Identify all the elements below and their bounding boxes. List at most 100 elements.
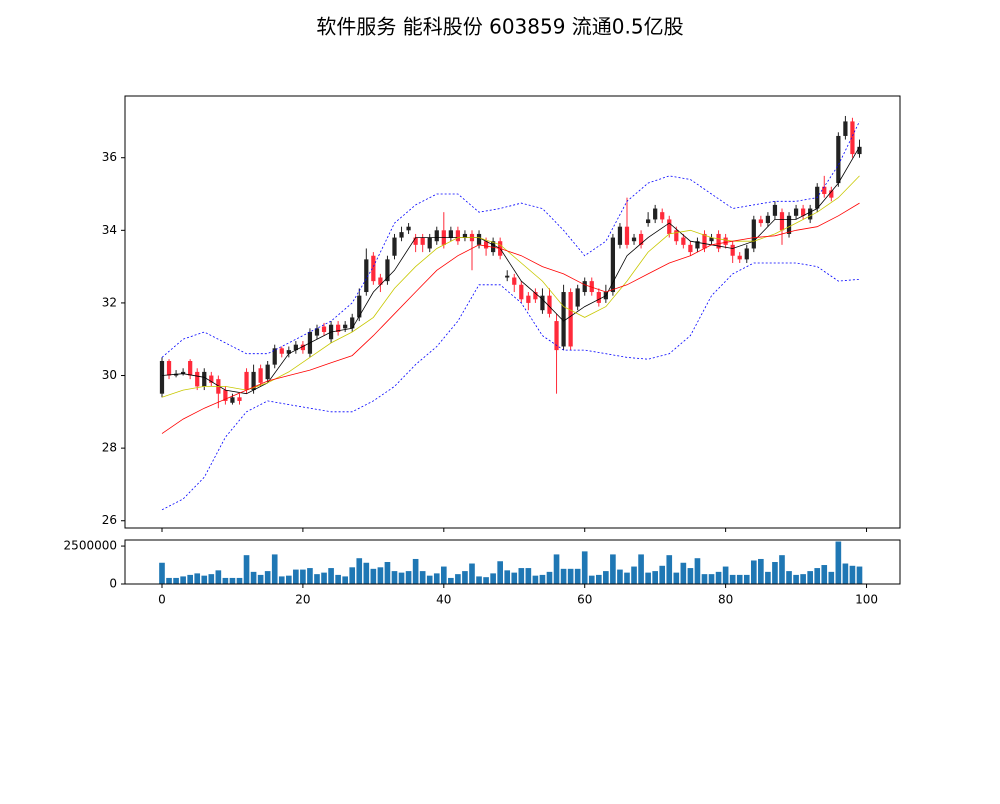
volume-bar: [300, 569, 306, 584]
candle-body: [786, 215, 792, 234]
volume-bar: [187, 574, 193, 584]
candle-body: [314, 328, 320, 336]
volume-bar: [750, 560, 757, 584]
candle-body: [526, 295, 531, 303]
candle-body: [413, 237, 418, 245]
candle-body: [512, 277, 517, 285]
x-tick-label: 100: [855, 593, 878, 607]
volume-bar: [786, 571, 792, 584]
candle-body: [758, 219, 763, 224]
candle-body: [378, 277, 383, 285]
volume-bar: [433, 573, 440, 584]
candle-body: [702, 233, 707, 249]
candle-body: [836, 135, 841, 184]
volume-bar: [729, 574, 736, 584]
candle-body: [568, 292, 573, 347]
price-frame: [124, 95, 901, 529]
volume-bar: [208, 574, 215, 584]
y-tick-label: 32: [102, 295, 117, 309]
volume-bar: [546, 571, 553, 584]
volume-bar: [307, 568, 313, 584]
candle-body: [540, 295, 545, 311]
volume-bar: [285, 575, 292, 584]
volume-bar: [222, 577, 229, 584]
candle-body: [660, 212, 665, 220]
volume-bar: [673, 572, 680, 584]
volume-bar: [264, 571, 271, 584]
candle-body: [392, 237, 397, 256]
volume-bar: [701, 574, 708, 584]
volume-bar: [504, 570, 511, 584]
volume-bar: [525, 568, 532, 584]
candle-body: [237, 397, 242, 401]
volume-bar: [694, 558, 701, 584]
indicator-line: [161, 175, 860, 398]
candle-body: [455, 230, 461, 242]
volume-bar: [518, 568, 525, 584]
volume-bar: [560, 568, 567, 584]
y-tick-label: 26: [102, 513, 117, 527]
volume-bar: [511, 572, 518, 584]
candle-body: [223, 390, 228, 401]
candle-body: [653, 208, 658, 220]
x-tick-label: 60: [577, 593, 592, 607]
indicator-line: [161, 262, 860, 511]
candle-body: [427, 237, 432, 249]
candle-body: [857, 146, 862, 155]
candle-body: [751, 219, 756, 249]
volume-frame: [124, 539, 901, 585]
y-tick-label: 36: [102, 150, 117, 164]
candle-body: [533, 292, 538, 300]
candle-body: [434, 230, 439, 242]
volume-bar: [426, 575, 433, 584]
volume-bar: [356, 558, 363, 584]
volume-bar: [236, 577, 243, 584]
candle-body: [589, 281, 594, 293]
candle-body: [765, 215, 771, 224]
volume-bar: [476, 576, 482, 584]
volume-bar: [659, 565, 666, 584]
candle-body: [596, 292, 601, 303]
candle-body: [166, 361, 172, 376]
y-tick-label: 28: [102, 441, 117, 455]
volume-bar: [419, 571, 426, 584]
candle-body: [808, 208, 813, 220]
candle-body: [674, 230, 679, 242]
volume-bar: [363, 562, 370, 584]
volume-bar: [722, 566, 729, 584]
candle-body: [188, 361, 193, 376]
indicator-line: [161, 121, 860, 358]
volume-bar: [617, 569, 623, 584]
volume-bar: [250, 571, 257, 584]
candle-body: [350, 317, 355, 329]
volume-bar: [194, 573, 201, 584]
volume-bar: [539, 574, 546, 584]
volume-bar: [384, 562, 391, 584]
volume-bar: [335, 574, 341, 584]
candle-body: [730, 244, 735, 256]
volume-bar: [821, 565, 828, 584]
volume-bar: [412, 558, 419, 584]
volume-bar: [201, 575, 208, 584]
volume-bar: [631, 566, 637, 584]
volume-bar: [278, 576, 285, 584]
indicator-line: [161, 202, 860, 434]
candle-body: [829, 190, 834, 198]
indicator-line: [161, 146, 860, 395]
volume-bar: [687, 568, 694, 584]
candle-body: [554, 321, 559, 351]
price-panel: 26 28 30 32 34 36: [102, 115, 868, 532]
volume-bar: [814, 568, 821, 584]
candle-body: [681, 237, 686, 245]
candle-body: [547, 295, 552, 314]
volume-bar: [215, 570, 222, 584]
volume-bar: [469, 563, 475, 584]
candle-body: [561, 292, 566, 347]
y-tick-label: 34: [102, 223, 117, 237]
volume-bar: [405, 571, 412, 584]
volume-bar: [680, 562, 687, 584]
candle-body: [286, 350, 291, 354]
volume-bar: [807, 571, 813, 584]
volume-bar: [553, 554, 560, 584]
candle-body: [610, 237, 616, 293]
